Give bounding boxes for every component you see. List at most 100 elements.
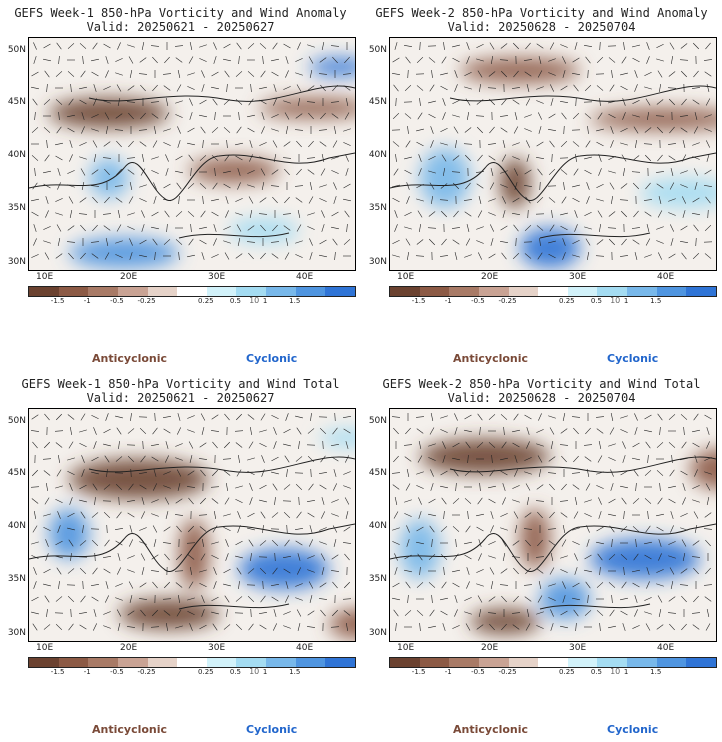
wind-vector bbox=[561, 483, 567, 491]
wind-vector bbox=[343, 610, 351, 616]
wind-vector bbox=[153, 182, 157, 190]
wind-vector bbox=[608, 582, 616, 588]
wind-vector bbox=[343, 526, 351, 532]
colorbar-label: 1.5 bbox=[289, 668, 301, 676]
wind-vector bbox=[307, 555, 315, 559]
wind-vector bbox=[632, 155, 640, 161]
wind-vector bbox=[211, 541, 219, 545]
wind-vector bbox=[561, 112, 567, 120]
colorbar-scale-note: 10 bbox=[249, 667, 260, 676]
wind-vector bbox=[153, 469, 157, 477]
wind-vector bbox=[394, 42, 398, 50]
wind-vector bbox=[282, 157, 292, 159]
wind-vector bbox=[151, 444, 159, 446]
wind-vector bbox=[115, 240, 123, 244]
wind-vector bbox=[599, 97, 601, 107]
vorticity-region bbox=[640, 178, 716, 208]
wind-vector bbox=[164, 497, 170, 505]
wind-vector bbox=[585, 140, 591, 148]
wind-vector bbox=[189, 455, 193, 463]
wind-vector bbox=[668, 212, 676, 216]
longitude-label: 30E bbox=[569, 272, 587, 282]
colorbar-swatch bbox=[419, 287, 450, 296]
vorticity-region bbox=[319, 429, 355, 447]
wind-vector bbox=[295, 528, 303, 530]
wind-vector bbox=[526, 609, 530, 617]
wind-vector bbox=[249, 497, 253, 505]
wind-vector bbox=[223, 583, 231, 587]
wind-vector bbox=[392, 484, 400, 490]
wind-vector bbox=[164, 553, 170, 561]
wind-vector bbox=[188, 525, 194, 533]
wind-vector bbox=[117, 42, 121, 50]
wind-vector bbox=[236, 469, 242, 477]
wind-vector bbox=[512, 142, 520, 146]
wind-vector bbox=[524, 128, 532, 132]
wind-vector bbox=[609, 84, 615, 92]
vorticity-region bbox=[259, 98, 355, 118]
wind-vector bbox=[246, 241, 256, 243]
wind-vector bbox=[259, 86, 267, 90]
wind-vector bbox=[418, 511, 422, 519]
wind-vector bbox=[319, 527, 327, 531]
wind-vector bbox=[187, 554, 195, 560]
wind-vector bbox=[467, 112, 469, 120]
wind-vector bbox=[93, 441, 97, 449]
colorbar-swatch bbox=[686, 658, 717, 667]
wind-vector bbox=[187, 415, 195, 419]
wind-vector bbox=[175, 457, 183, 461]
vorticity-field bbox=[29, 42, 355, 268]
wind-vector bbox=[428, 498, 436, 504]
wind-vector bbox=[706, 154, 710, 162]
wind-vector bbox=[176, 469, 182, 477]
wind-vector bbox=[573, 427, 579, 435]
wind-vector bbox=[583, 444, 593, 446]
wind-vector bbox=[130, 412, 132, 422]
wind-vector bbox=[295, 540, 303, 546]
wind-vector bbox=[644, 498, 652, 504]
wind-vector bbox=[321, 154, 325, 162]
wind-vector bbox=[33, 56, 37, 64]
wind-vector bbox=[548, 197, 556, 203]
wind-vector bbox=[177, 140, 181, 148]
wind-vector bbox=[163, 610, 171, 616]
wind-vector bbox=[319, 57, 327, 63]
wind-vector bbox=[634, 609, 638, 617]
wind-vector bbox=[669, 182, 675, 190]
vorticity-region bbox=[309, 58, 355, 76]
coastline bbox=[390, 85, 716, 239]
wind-vector bbox=[199, 183, 207, 189]
wind-vector bbox=[548, 415, 556, 419]
wind-vector bbox=[525, 567, 531, 575]
wind-vector bbox=[271, 414, 279, 420]
wind-vector bbox=[67, 457, 75, 461]
wind-vector bbox=[272, 483, 278, 491]
wind-vector bbox=[562, 581, 566, 589]
wind-vector bbox=[489, 623, 495, 631]
wind-vector bbox=[322, 440, 324, 450]
wind-vector bbox=[620, 72, 628, 76]
wind-vector bbox=[623, 566, 625, 576]
wind-vector bbox=[190, 223, 192, 233]
wind-vector bbox=[247, 170, 255, 174]
wind-vector bbox=[680, 457, 688, 461]
wind-vector bbox=[489, 567, 495, 575]
wind-vector bbox=[537, 112, 543, 120]
wind-vector bbox=[609, 238, 615, 246]
wind-vector bbox=[632, 457, 640, 461]
wind-vector bbox=[271, 128, 279, 132]
colorbar bbox=[28, 657, 356, 668]
wind-vector bbox=[188, 154, 194, 162]
wind-vector bbox=[703, 59, 713, 61]
wind-vector bbox=[514, 525, 518, 533]
colorbar-label: -0.5 bbox=[110, 668, 124, 676]
wind-vector bbox=[586, 182, 590, 190]
wind-vector bbox=[202, 195, 204, 205]
wind-vector bbox=[512, 540, 520, 546]
wind-vector bbox=[669, 42, 675, 50]
wind-vector bbox=[692, 142, 700, 146]
wind-vector bbox=[488, 155, 496, 161]
wind-vector bbox=[213, 224, 217, 232]
wind-vector bbox=[428, 155, 436, 161]
colorbar-swatch bbox=[686, 287, 717, 296]
